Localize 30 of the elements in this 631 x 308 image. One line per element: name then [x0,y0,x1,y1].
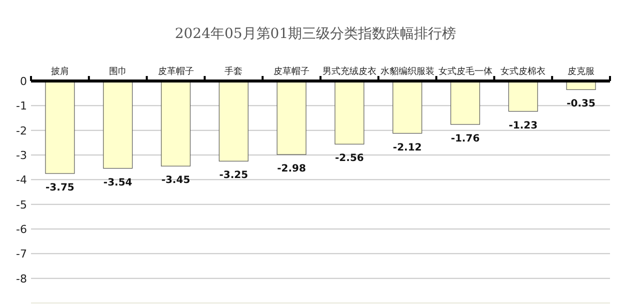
data-label: -2.56 [335,153,364,164]
x-tick-label: 围巾 [108,66,127,77]
y-tick-label: -8 [16,272,27,286]
data-label: -3.75 [46,182,74,194]
data-label: -3.54 [103,177,132,188]
y-tick-label: -6 [16,223,27,236]
y-tick-label: -1 [16,100,27,113]
y-tick-label: -7 [16,248,27,261]
chart-title: 2024年05月第01期三级分类指数跌幅排行榜 [174,26,456,42]
x-tick-label: 披肩 [50,66,69,77]
x-tick-label: 女式皮毛一体 [438,66,492,77]
data-label: -0.35 [566,98,596,110]
x-tick-label: 皮克服 [568,66,595,77]
data-label: -2.98 [277,164,306,175]
data-label: -1.76 [450,133,480,144]
data-label: -2.12 [392,142,422,154]
y-tick-label: -4 [16,174,27,187]
y-tick-label: -3 [16,149,27,162]
y-tick-label: -2 [16,124,27,138]
data-label: -3.45 [161,175,190,186]
x-tick-label: 水貂编织服装 [380,66,434,77]
y-tick-label: -5 [16,198,27,212]
x-tick-label: 女式皮棉衣 [500,66,546,77]
x-tick-label: 男式充绒皮衣 [322,66,376,77]
x-tick-label: 手套 [224,66,243,77]
x-tick-label: 皮革帽子 [158,66,194,77]
y-tick-label: 0 [20,75,27,88]
data-label: -3.25 [219,170,248,182]
x-tick-label: 皮草帽子 [274,66,310,77]
data-label: -1.23 [508,120,538,132]
